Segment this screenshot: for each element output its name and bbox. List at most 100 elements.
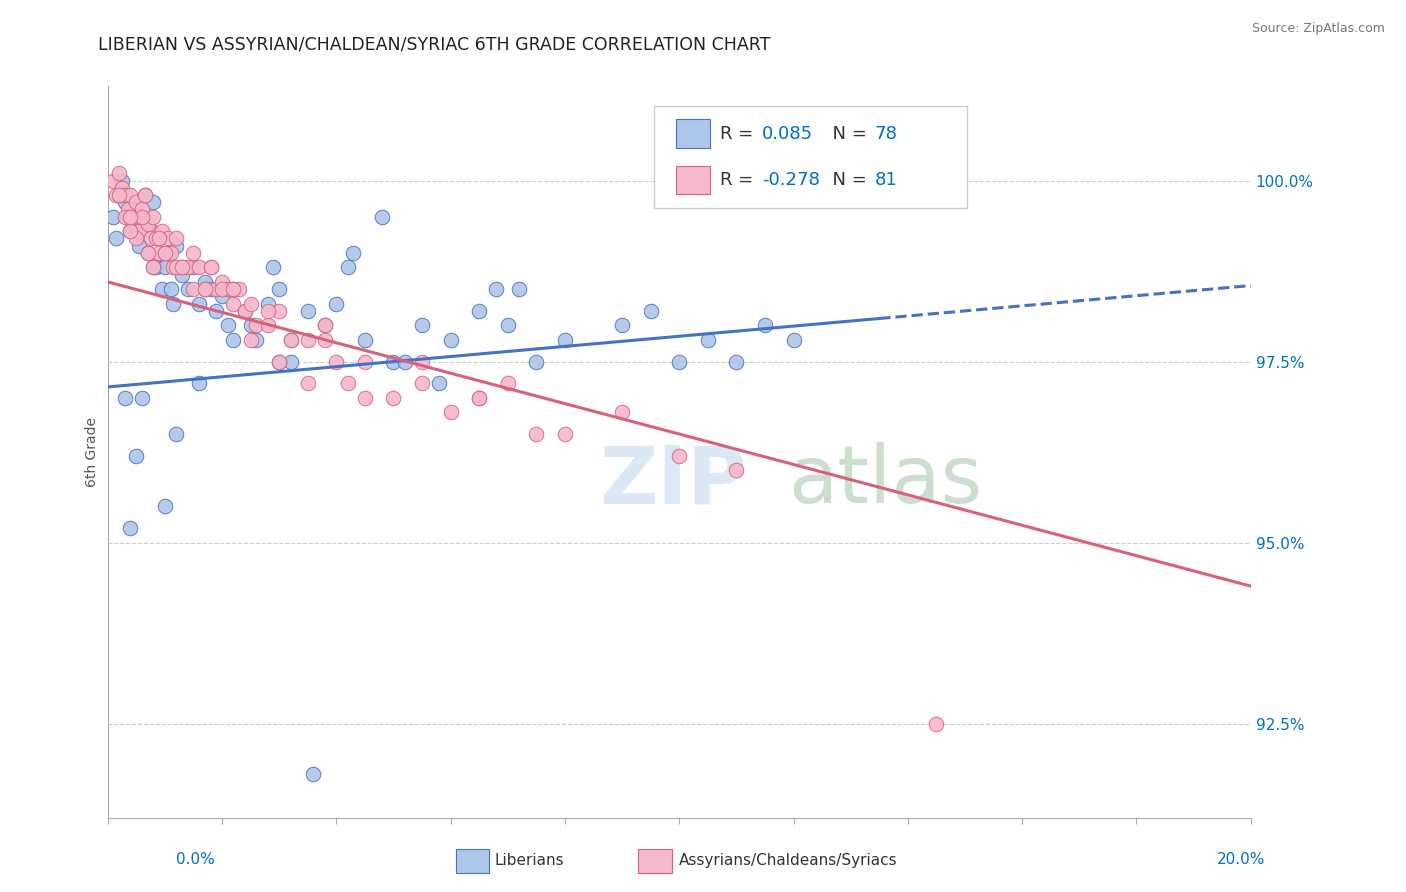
Point xyxy=(245,333,267,347)
Point xyxy=(269,282,291,296)
Point xyxy=(148,231,170,245)
Point xyxy=(111,173,134,187)
Text: 0.0%: 0.0% xyxy=(176,852,215,867)
Text: atlas: atlas xyxy=(787,442,983,520)
Point xyxy=(200,260,222,275)
Point xyxy=(165,238,187,252)
Point xyxy=(136,246,159,260)
Point xyxy=(239,318,262,333)
Point xyxy=(411,318,433,333)
Point xyxy=(222,282,245,296)
Point xyxy=(256,296,278,310)
Text: LIBERIAN VS ASSYRIAN/CHALDEAN/SYRIAC 6TH GRADE CORRELATION CHART: LIBERIAN VS ASSYRIAN/CHALDEAN/SYRIAC 6TH… xyxy=(98,36,770,54)
Point xyxy=(111,180,134,194)
Point xyxy=(468,304,491,318)
Point xyxy=(314,318,336,333)
Point xyxy=(262,260,284,275)
Point xyxy=(342,246,364,260)
Point xyxy=(148,246,170,260)
Point xyxy=(269,354,291,368)
Point xyxy=(439,405,461,419)
Point xyxy=(200,282,222,296)
Point xyxy=(280,333,302,347)
Point xyxy=(183,282,205,296)
Point xyxy=(205,282,228,296)
Point xyxy=(725,354,748,368)
Point xyxy=(136,217,159,231)
Point xyxy=(148,231,170,245)
Point xyxy=(170,260,193,275)
Point xyxy=(485,282,508,296)
Point xyxy=(120,224,142,238)
Point xyxy=(554,427,576,442)
Point xyxy=(105,231,128,245)
Point xyxy=(336,376,359,391)
Point xyxy=(122,210,145,224)
Point xyxy=(314,333,336,347)
Point xyxy=(120,188,142,202)
Point xyxy=(297,333,319,347)
Text: -0.278: -0.278 xyxy=(762,171,820,189)
Point xyxy=(142,260,165,275)
Point xyxy=(427,376,450,391)
Point xyxy=(128,224,150,238)
Point xyxy=(269,354,291,368)
Point xyxy=(211,289,233,303)
Point xyxy=(194,282,217,296)
Point xyxy=(117,210,139,224)
Point xyxy=(239,296,262,310)
Point xyxy=(108,166,131,180)
Point xyxy=(108,188,131,202)
Point xyxy=(439,333,461,347)
Text: Source: ZipAtlas.com: Source: ZipAtlas.com xyxy=(1251,22,1385,36)
Point xyxy=(150,224,173,238)
Point xyxy=(188,376,211,391)
Point xyxy=(508,282,530,296)
Point xyxy=(353,333,375,347)
Text: R =: R = xyxy=(720,125,759,143)
Point xyxy=(103,210,125,224)
Point xyxy=(105,188,128,202)
Point xyxy=(117,202,139,217)
Point xyxy=(183,246,205,260)
Point xyxy=(114,188,136,202)
Text: Liberians: Liberians xyxy=(495,854,565,868)
Point xyxy=(183,260,205,275)
Point xyxy=(336,260,359,275)
Point xyxy=(496,376,519,391)
Point xyxy=(297,304,319,318)
Point xyxy=(468,391,491,405)
Point xyxy=(554,333,576,347)
Point xyxy=(222,333,245,347)
Point xyxy=(228,282,250,296)
Point xyxy=(371,210,394,224)
Point xyxy=(142,260,165,275)
Point xyxy=(153,246,176,260)
Point xyxy=(668,449,690,463)
Point xyxy=(142,210,165,224)
Point xyxy=(165,427,187,442)
Point xyxy=(302,767,325,781)
Point xyxy=(125,217,148,231)
Point xyxy=(394,354,416,368)
Point xyxy=(131,210,153,224)
Point xyxy=(128,238,150,252)
Point xyxy=(468,391,491,405)
Point xyxy=(245,318,267,333)
Point xyxy=(194,275,217,289)
Point xyxy=(233,304,256,318)
Point xyxy=(131,210,153,224)
Point xyxy=(382,354,405,368)
Point xyxy=(411,376,433,391)
Point xyxy=(131,391,153,405)
Text: N =: N = xyxy=(821,125,873,143)
Point xyxy=(165,260,187,275)
Point xyxy=(120,210,142,224)
Point xyxy=(256,318,278,333)
Point xyxy=(411,354,433,368)
Point xyxy=(125,195,148,210)
Point xyxy=(725,463,748,477)
Point xyxy=(297,376,319,391)
Point xyxy=(153,260,176,275)
Point xyxy=(162,296,184,310)
